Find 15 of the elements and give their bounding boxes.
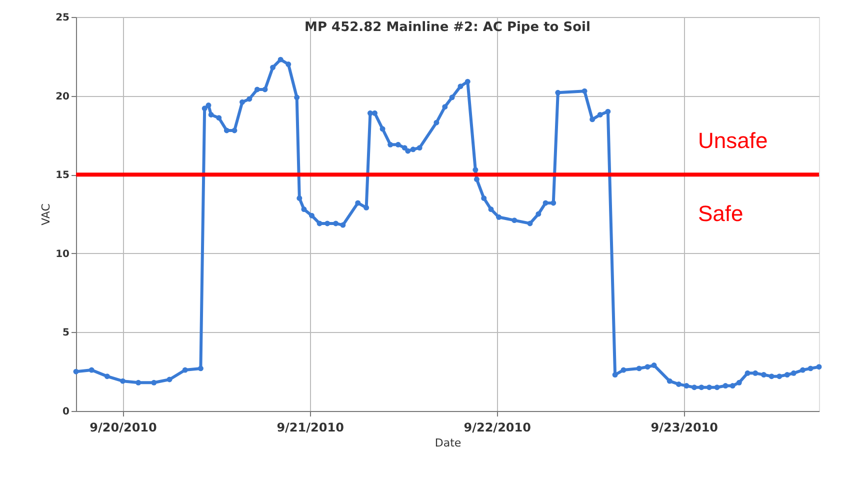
chart-title: MP 452.82 Mainline #2: AC Pipe to Soil <box>304 20 590 35</box>
x-tick-label: 9/23/2010 <box>650 420 718 434</box>
y-tick-label: 15 <box>56 170 70 182</box>
annotation: Safe <box>698 201 744 226</box>
x-axis-title: Date <box>434 436 462 450</box>
y-tick-label: 10 <box>56 248 70 260</box>
x-tick-label: 9/22/2010 <box>464 420 531 434</box>
y-tick-label: 25 <box>56 12 70 24</box>
annotation: Unsafe <box>698 128 768 153</box>
y-axis-title: VAC <box>40 203 53 226</box>
y-tick-label: 20 <box>56 91 70 102</box>
x-tick-label: 9/20/2010 <box>90 420 157 434</box>
y-tick-label: 0 <box>62 406 70 418</box>
x-tick-label: 9/21/2010 <box>276 420 344 434</box>
y-tick-label: 5 <box>62 328 70 339</box>
